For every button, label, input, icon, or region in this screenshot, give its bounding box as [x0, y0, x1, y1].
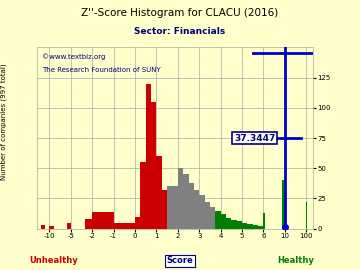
Bar [231, 220, 237, 229]
Bar [226, 218, 231, 229]
Text: Sector: Financials: Sector: Financials [134, 27, 226, 36]
Bar [135, 217, 140, 229]
Bar [178, 168, 183, 229]
Bar [242, 222, 247, 229]
Bar [237, 221, 242, 229]
Text: Unhealthy: Unhealthy [30, 256, 78, 265]
Text: 37.3447: 37.3447 [234, 134, 276, 143]
Bar [157, 156, 162, 229]
Bar [253, 225, 258, 229]
Bar [282, 180, 285, 229]
Bar [167, 186, 172, 229]
Bar [247, 224, 253, 229]
Bar [67, 222, 71, 229]
Text: The Research Foundation of SUNY: The Research Foundation of SUNY [42, 67, 161, 73]
Bar [221, 214, 226, 229]
Bar [183, 174, 189, 229]
Text: Z''-Score Histogram for CLACU (2016): Z''-Score Histogram for CLACU (2016) [81, 8, 279, 18]
Bar [92, 212, 114, 229]
Text: ©www.textbiz.org: ©www.textbiz.org [42, 53, 105, 59]
Bar [194, 190, 199, 229]
Bar [199, 195, 204, 229]
Text: Number of companies (997 total): Number of companies (997 total) [0, 63, 7, 180]
Bar [140, 162, 146, 229]
Bar [114, 222, 135, 229]
Bar [264, 213, 265, 229]
Text: Score: Score [167, 256, 193, 265]
Bar [151, 102, 157, 229]
Bar [210, 207, 215, 229]
Bar [49, 226, 54, 229]
Bar [172, 186, 178, 229]
Bar [146, 84, 151, 229]
Text: Healthy: Healthy [277, 256, 314, 265]
Bar [85, 219, 92, 229]
Bar [204, 202, 210, 229]
Bar [215, 211, 221, 229]
Bar [258, 226, 264, 229]
Bar [162, 190, 167, 229]
Bar [189, 183, 194, 229]
Bar [41, 225, 45, 229]
